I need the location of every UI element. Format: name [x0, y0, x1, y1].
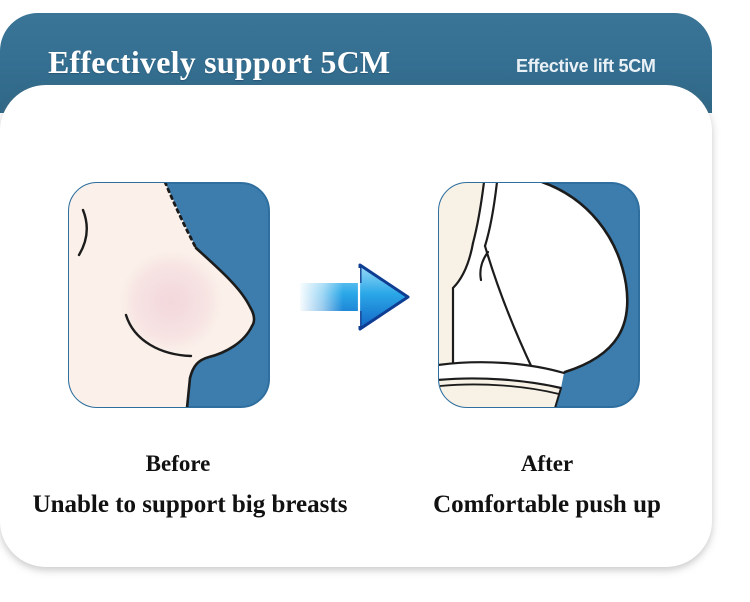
after-illustration [438, 182, 640, 408]
page-title: Effectively support 5CM [48, 44, 391, 80]
header-subtitle: Effective lift 5CM [516, 56, 656, 76]
before-label: Before [145, 451, 211, 476]
before-caption: Unable to support big breasts [32, 491, 348, 518]
arrow-right-icon [298, 263, 410, 331]
after-label: After [520, 451, 574, 476]
before-illustration [68, 182, 270, 408]
after-caption: Comfortable push up [433, 491, 661, 518]
